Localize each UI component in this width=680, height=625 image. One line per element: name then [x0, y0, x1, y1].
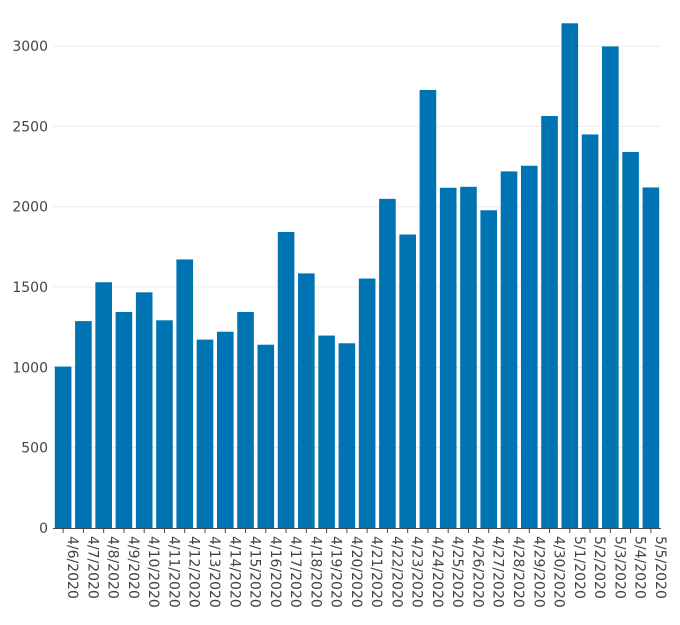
x-tick-label: 5/4/2020	[632, 536, 648, 599]
x-tick-label: 4/22/2020	[388, 536, 404, 608]
x-tick-label: 4/9/2020	[125, 536, 141, 599]
bar[interactable]	[500, 171, 518, 528]
y-tick-labels: 0 500 1000 1500 2000 2500 3000	[12, 39, 48, 537]
bar[interactable]	[318, 335, 335, 528]
x-tick-label: 4/28/2020	[510, 536, 526, 608]
gridlines	[53, 45, 661, 449]
x-tick-label: 4/16/2020	[267, 536, 283, 608]
bar[interactable]	[95, 282, 112, 528]
bar[interactable]	[561, 23, 579, 528]
bar[interactable]	[338, 343, 356, 528]
bar[interactable]	[602, 46, 619, 529]
bar[interactable]	[642, 187, 660, 528]
bar[interactable]	[399, 234, 416, 528]
x-tick-label: 5/2/2020	[591, 536, 607, 599]
x-tick-label: 4/26/2020	[469, 536, 485, 608]
y-tick-label: 500	[21, 441, 48, 457]
bar[interactable]	[196, 339, 214, 528]
x-tick-label: 5/1/2020	[571, 536, 587, 599]
x-tick-label: 4/29/2020	[530, 536, 546, 608]
axes	[53, 528, 661, 533]
x-tick-label: 5/5/2020	[652, 536, 668, 599]
x-tick-label: 4/30/2020	[551, 536, 567, 608]
y-tick-label: 0	[39, 521, 48, 537]
bar[interactable]	[156, 320, 173, 528]
y-tick-label: 2000	[12, 200, 48, 216]
bar[interactable]	[75, 321, 92, 528]
bar[interactable]	[216, 331, 234, 528]
bar[interactable]	[379, 198, 396, 529]
x-tick-label: 4/18/2020	[307, 536, 323, 608]
x-tick-label: 4/7/2020	[84, 536, 100, 599]
x-tick-labels: 4/6/2020 4/7/2020 4/8/2020 4/9/2020 4/10/202…	[64, 536, 668, 608]
bar[interactable]	[439, 187, 457, 528]
bar[interactable]	[581, 134, 599, 528]
x-tick-label: 4/17/2020	[287, 536, 303, 608]
x-tick-label: 4/13/2020	[206, 536, 222, 608]
bar[interactable]	[115, 311, 133, 528]
bar[interactable]	[54, 366, 72, 528]
bar[interactable]	[237, 311, 254, 528]
bar[interactable]	[358, 278, 376, 528]
bar[interactable]	[257, 344, 275, 528]
x-tick-label: 4/21/2020	[368, 536, 384, 608]
x-tick-label: 4/24/2020	[429, 536, 445, 608]
x-tick-label: 4/14/2020	[226, 536, 242, 608]
bar[interactable]	[622, 151, 639, 528]
y-tick-label: 3000	[12, 39, 48, 55]
x-tick-label: 4/6/2020	[64, 536, 80, 599]
x-tick-label: 4/25/2020	[449, 536, 465, 608]
x-tick-label: 4/15/2020	[247, 536, 263, 608]
bar[interactable]	[277, 231, 295, 528]
bar[interactable]	[298, 273, 315, 528]
bar[interactable]	[520, 165, 538, 528]
bar[interactable]	[460, 186, 477, 528]
bar[interactable]	[176, 259, 194, 528]
x-tick-label: 4/8/2020	[105, 536, 121, 599]
bars	[54, 23, 660, 529]
x-tick-label: 4/11/2020	[165, 536, 181, 608]
bar[interactable]	[419, 89, 437, 528]
x-tick-label: 4/20/2020	[348, 536, 364, 608]
y-tick-label: 2500	[12, 119, 48, 135]
x-tick-label: 4/23/2020	[409, 536, 425, 608]
x-tick-label: 4/12/2020	[186, 536, 202, 608]
x-tick-label: 5/3/2020	[611, 536, 627, 599]
bar[interactable]	[480, 210, 498, 528]
x-tick-label: 4/10/2020	[145, 536, 161, 608]
bar[interactable]	[135, 292, 153, 528]
y-tick-label: 1500	[12, 280, 48, 296]
y-tick-label: 1000	[12, 360, 48, 376]
bar[interactable]	[541, 115, 558, 528]
x-tick-label: 4/19/2020	[328, 536, 344, 608]
x-tick-label: 4/27/2020	[490, 536, 506, 608]
